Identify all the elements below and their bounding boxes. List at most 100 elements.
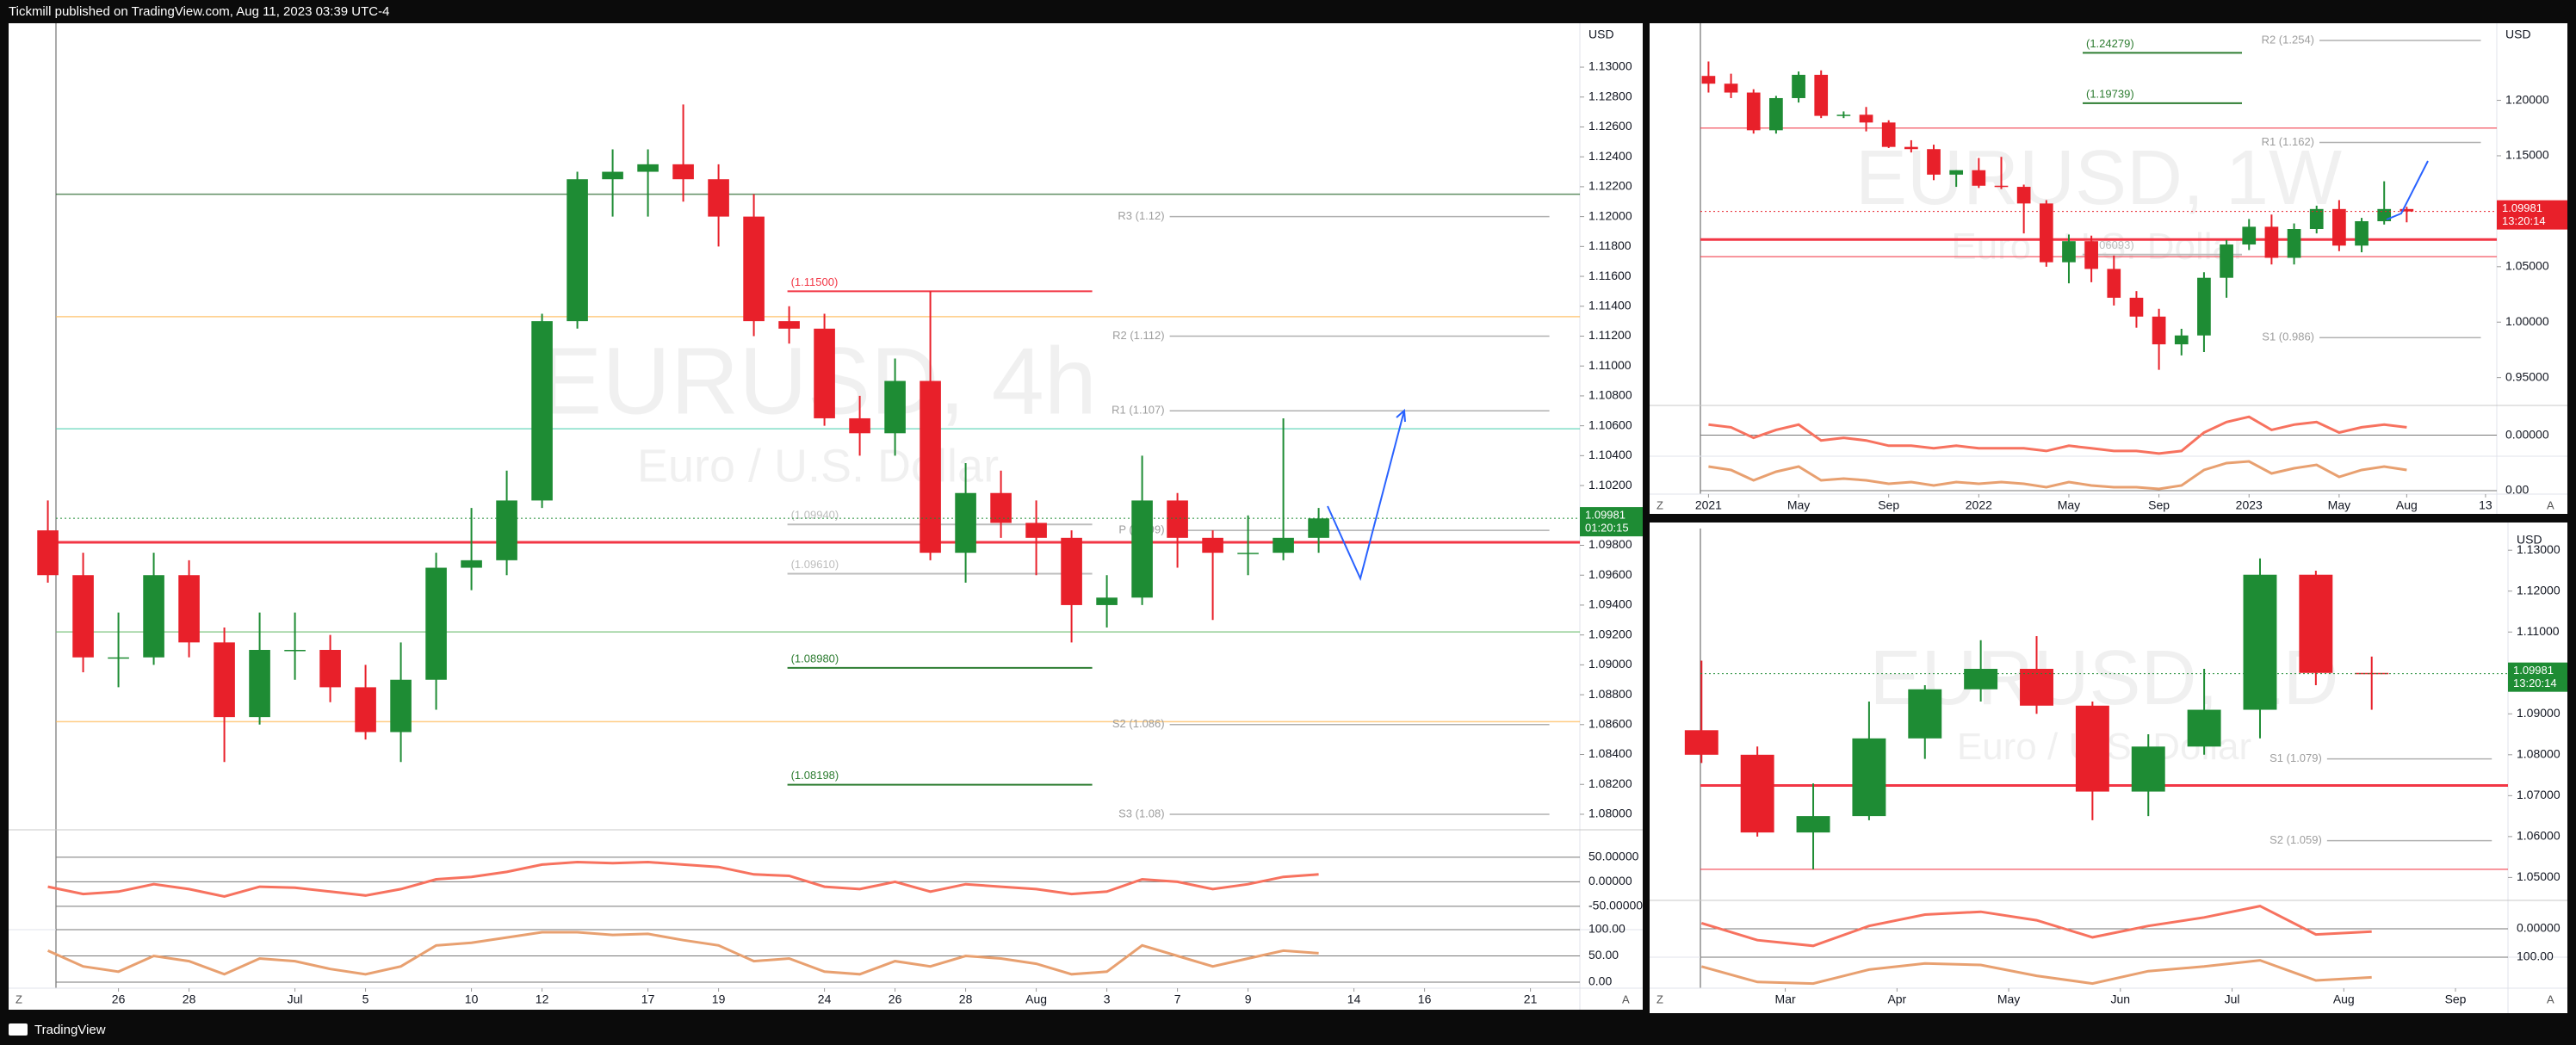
candle-body [2355,672,2389,675]
candle-body [2355,220,2369,246]
osc-tick-label: -50.00000 [1588,899,1643,912]
candle-body [814,328,835,418]
panel [9,23,1643,1010]
y-tick-label: 1.11000 [1588,358,1632,372]
x-tick-label: 12 [536,992,549,1006]
x-tick-label: Jul [288,992,303,1006]
candle-body [637,164,659,172]
candle-body [672,164,694,180]
level-label: (1.08198) [791,769,839,782]
osc-tick-label: 0.00000 [1588,874,1632,887]
candle-body [1814,74,1829,116]
level-label: (1.11500) [791,275,839,288]
y-tick-label: 1.09400 [1588,597,1632,611]
candle-body [2174,335,2189,345]
x-tick-label: 21 [1524,992,1538,1006]
candle-body [1964,669,1998,689]
pivot-label: S1 (0.986) [2262,331,2314,343]
zoom-button: Z [1656,992,1663,1005]
y-tick-label: 1.15000 [2505,148,2549,162]
candle-body [2243,574,2277,710]
y-tick-label: 1.00000 [2505,314,2549,328]
x-tick-label: Apr [1887,992,1906,1006]
candle-body [319,650,341,688]
candle-body [1308,518,1329,538]
x-tick-label: Aug [2333,992,2355,1006]
candle-body [178,575,200,643]
currency-label: USD [2505,28,2531,41]
x-tick-label: 13 [2479,498,2492,512]
zoom-button: Z [15,992,22,1005]
y-tick-label: 1.08400 [1588,746,1632,760]
candle-body [2107,269,2121,298]
pivot-label: R1 (1.162) [2262,135,2314,148]
candle-body [1904,146,1918,150]
y-tick-label: 1.10600 [1588,417,1632,431]
osc-tick-label: 50.00000 [1588,850,1639,863]
candle-body [2299,574,2333,673]
candle-body [567,179,588,322]
candle-body [1769,97,1783,131]
x-tick-label: 14 [1347,992,1361,1006]
candle-body [1167,500,1188,538]
y-tick-label: 1.11800 [1588,238,1632,252]
y-tick-label: 1.12000 [2517,583,2561,597]
candle-body [920,380,941,553]
x-tick-label: 26 [112,992,126,1006]
candle-body [390,679,412,733]
candle-body [461,560,482,568]
y-tick-label: 1.10200 [1588,478,1632,492]
osc-tick-label: 0.00000 [2517,921,2561,935]
candle-body [2187,709,2221,747]
y-tick-label: 1.06000 [2517,829,2561,843]
y-tick-label: 1.13000 [2517,542,2561,556]
currency-label: USD [2517,533,2542,547]
candle-body [143,575,164,658]
last-price-label: 1.09981 [2513,664,2554,677]
auto-button: A [2547,498,2554,511]
oscillator-line [1700,905,2372,948]
level-label: (1.19739) [2086,87,2134,100]
candle-body [743,216,765,322]
pivot-label: R1 (1.107) [1112,404,1164,417]
x-tick-label: Aug [1025,992,1047,1006]
candle-body [284,650,306,652]
x-tick-label: 24 [818,992,832,1006]
footer-text: TradingView [34,1023,106,1037]
y-tick-label: 1.10800 [1588,388,1632,402]
candle-body [884,380,906,434]
currency-label: USD [1588,28,1614,41]
oscillator-line [1708,415,2407,455]
osc-tick-label: 100.00 [1588,922,1625,936]
candle-body [1972,170,1986,186]
candle-body [1202,537,1223,553]
candle-body [1061,537,1082,605]
candle-body [496,500,517,560]
y-tick-label: 0.95000 [2505,369,2549,383]
x-tick-label: 2022 [1966,498,1992,512]
candle-body [1852,738,1886,817]
y-tick-label: 1.12600 [1588,119,1632,133]
osc-tick-label: 0.00000 [2505,427,2549,441]
level-label: (1.09940) [791,509,839,522]
last-price-tag [2508,662,2567,692]
x-tick-label: May [2058,498,2080,512]
candle-body [1994,185,2009,188]
y-tick-label: 1.05000 [2517,869,2561,883]
projection-arrow [2386,160,2429,220]
last-price-label: 1.09981 [1585,509,1625,522]
candle-body [2377,208,2392,221]
oscillator-line [46,931,1319,976]
candle-body [2220,244,2233,278]
candle-body [249,650,270,718]
candle-body [1724,83,1738,93]
oscillator-line [1708,460,2407,491]
candle-body [2016,187,2031,204]
candle-body [2332,208,2346,246]
x-tick-label: 9 [1245,992,1252,1006]
candle-body [2129,297,2144,317]
countdown-label: 13:20:14 [2502,214,2546,227]
